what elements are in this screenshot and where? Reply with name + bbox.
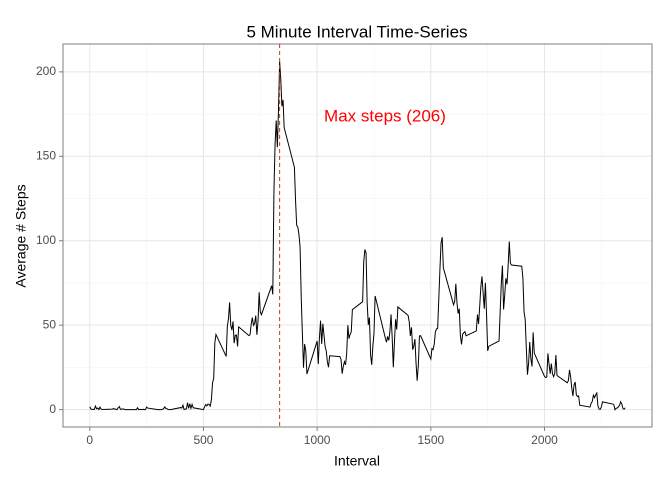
plot-frame (62, 43, 653, 428)
y-tick-label: 100 (36, 233, 56, 247)
y-tick-label: 150 (36, 148, 56, 162)
x-tick-label: 1000 (304, 433, 331, 447)
x-tick-label: 500 (193, 433, 213, 447)
data-line (89, 61, 626, 411)
y-tick-label: 0 (49, 402, 56, 416)
x-tick-label: 0 (86, 433, 93, 447)
x-tick-label: 1500 (417, 433, 444, 447)
y-axis-label: Average # Steps (13, 184, 29, 287)
chart-title: 5 Minute Interval Time-Series (246, 22, 467, 41)
x-axis-label: Interval (334, 453, 380, 469)
y-tick-label: 50 (43, 317, 57, 331)
annotation: Max steps (206) (324, 106, 446, 125)
y-tick-label: 200 (36, 64, 56, 78)
x-tick-label: 2000 (531, 433, 558, 447)
